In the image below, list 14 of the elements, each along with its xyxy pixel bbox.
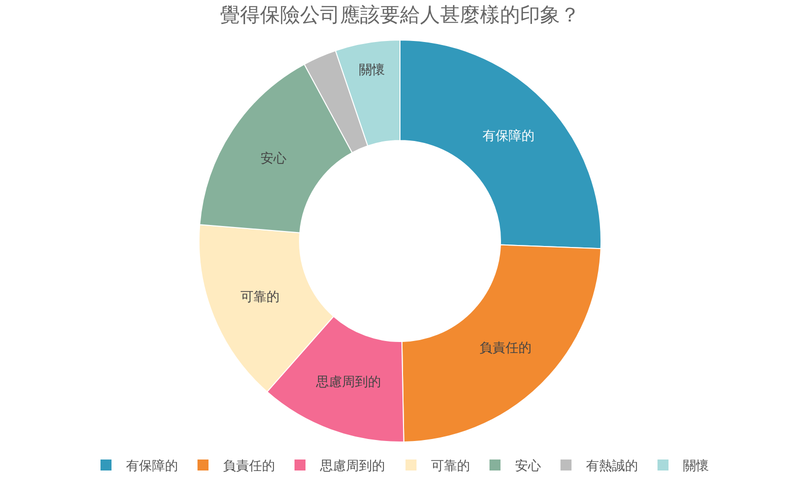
slice-label: 思慮周到的 xyxy=(315,375,382,390)
slice-label: 安心 xyxy=(260,150,287,167)
slice-label: 有保障的 xyxy=(482,128,535,144)
slice-label: 可靠的 xyxy=(240,290,280,305)
slice-label: 負責任的 xyxy=(480,341,532,356)
legend-label: 有保障的 xyxy=(126,459,178,474)
legend-label: 有熱誠的 xyxy=(586,459,638,474)
chart-title: 覺得保險公司應該要給人甚麼樣的印象？ xyxy=(220,2,580,26)
legend-label: 負責任的 xyxy=(223,459,275,474)
legend-label: 思慮周到的 xyxy=(319,459,385,474)
legend-label: 可靠的 xyxy=(431,459,470,474)
legend-label: 關懷 xyxy=(683,459,709,474)
legend-label: 安心 xyxy=(515,458,541,474)
slice-label: 關懷 xyxy=(358,62,385,78)
